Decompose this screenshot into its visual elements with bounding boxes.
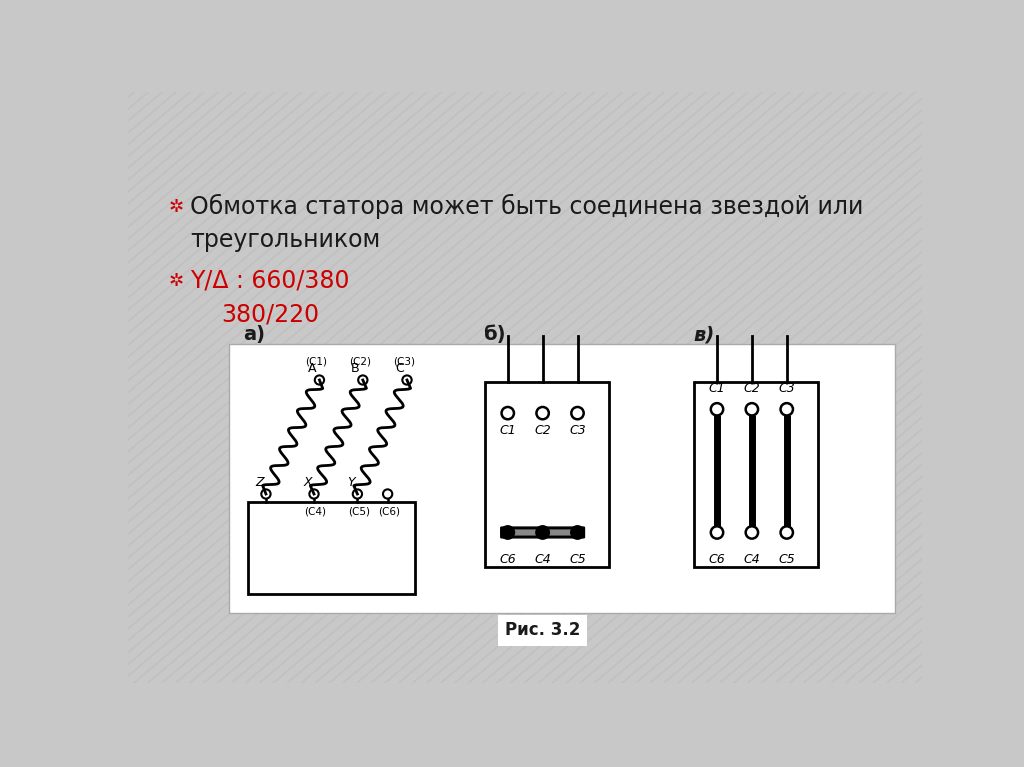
Text: (C5): (C5) <box>348 506 370 516</box>
Text: C: C <box>395 362 403 375</box>
Text: Рис. 3.2: Рис. 3.2 <box>505 621 581 639</box>
Bar <box>248 502 415 594</box>
Text: C2: C2 <box>743 383 760 396</box>
Text: C5: C5 <box>569 553 586 566</box>
Bar <box>484 382 608 567</box>
Text: Z: Z <box>255 476 264 489</box>
Text: (C3): (C3) <box>393 356 415 366</box>
Text: ✲: ✲ <box>169 272 183 290</box>
Text: Y/Δ : 660/380: Y/Δ : 660/380 <box>190 268 349 293</box>
Text: 380/220: 380/220 <box>221 302 319 327</box>
Circle shape <box>537 526 549 538</box>
Text: Y: Y <box>347 476 355 489</box>
Text: C5: C5 <box>778 553 795 566</box>
Text: (C1): (C1) <box>305 356 328 366</box>
Circle shape <box>571 526 584 538</box>
Text: ✲: ✲ <box>169 198 183 216</box>
Text: C1: C1 <box>500 424 516 437</box>
Text: C4: C4 <box>535 553 551 566</box>
FancyBboxPatch shape <box>504 529 582 535</box>
Text: треугольником: треугольником <box>190 228 380 252</box>
Bar <box>228 344 895 614</box>
Text: Обмотка статора может быть соединена звездой или: Обмотка статора может быть соединена зве… <box>190 194 863 219</box>
Text: а): а) <box>243 325 264 344</box>
Text: X: X <box>303 476 312 489</box>
Text: C1: C1 <box>709 383 725 396</box>
Text: B: B <box>351 362 359 375</box>
Text: (C2): (C2) <box>349 356 371 366</box>
Text: C4: C4 <box>743 553 760 566</box>
Text: C6: C6 <box>709 553 725 566</box>
Text: C3: C3 <box>778 383 795 396</box>
Text: (C6): (C6) <box>378 506 400 516</box>
Text: в): в) <box>693 325 715 344</box>
Circle shape <box>502 526 514 538</box>
Text: A: A <box>307 362 316 375</box>
Text: C3: C3 <box>569 424 586 437</box>
Text: C2: C2 <box>535 424 551 437</box>
Text: C6: C6 <box>500 553 516 566</box>
Bar <box>693 382 818 567</box>
FancyBboxPatch shape <box>501 527 585 538</box>
Text: (C4): (C4) <box>304 506 327 516</box>
Text: б): б) <box>483 325 506 344</box>
